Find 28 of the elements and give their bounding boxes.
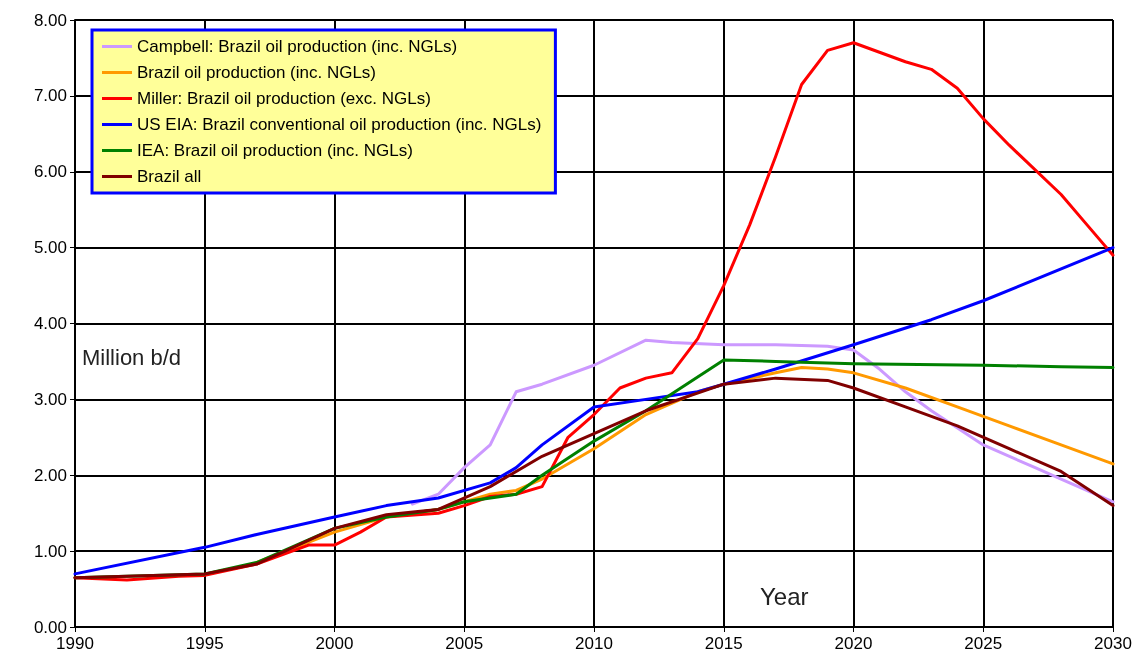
- y-tick-label: 4.00: [33, 314, 67, 333]
- x-tick-label: 2020: [834, 634, 873, 653]
- line-series: [410, 338, 1115, 506]
- x-tick-label: 2000: [315, 634, 354, 653]
- legend-label: Brazil all: [137, 167, 202, 186]
- x-tick-label: 2025: [964, 634, 1003, 653]
- x-tick-label: 1990: [56, 634, 94, 653]
- legend-label: Brazil oil production (inc. NGLs): [137, 63, 377, 82]
- x-axis-title: Year: [760, 582, 809, 610]
- x-tick-label: 2030: [1094, 634, 1132, 653]
- y-tick-label: 2.00: [33, 465, 67, 485]
- line-series: [73, 246, 1115, 576]
- legend-label: IEA: Brazil oil production (inc. NGLs): [137, 141, 413, 160]
- y-tick-label: 7.00: [33, 86, 67, 106]
- x-tick-label: 2015: [704, 634, 743, 653]
- y-tick-label: 0.00: [33, 617, 67, 637]
- y-tick-label: 8.00: [33, 10, 67, 30]
- y-tick-label: 6.00: [33, 162, 67, 182]
- legend-label: US EIA: Brazil conventional oil production (inc. NGLs): [137, 115, 542, 134]
- y-tick-label: 5.00: [33, 238, 67, 258]
- y-tick-label: 1.00: [33, 541, 67, 561]
- x-tick-label: 2010: [575, 634, 613, 653]
- x-tick-label: 1995: [185, 634, 224, 653]
- legend-label: Campbell: Brazil oil production (inc. NGLs): [137, 37, 458, 56]
- legend-label: Miller: Brazil oil production (exc. NGLs): [137, 89, 431, 108]
- y-tick-label: 3.00: [33, 389, 67, 409]
- x-tick-label: 2005: [445, 634, 484, 653]
- y-axis-title: Million b/d: [82, 344, 182, 370]
